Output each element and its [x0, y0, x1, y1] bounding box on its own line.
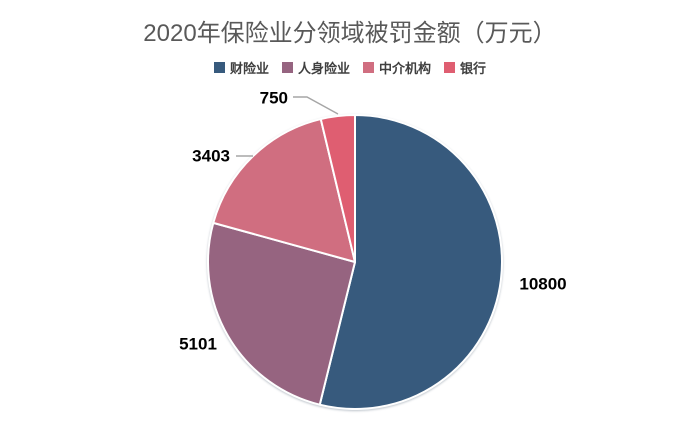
legend-swatch-icon	[444, 62, 456, 73]
legend-item-label: 中介机构	[379, 61, 432, 76]
legend-item-label: 人身险业	[297, 61, 350, 76]
slice-data-label: 5101	[179, 335, 217, 354]
pie-slice	[207, 221, 356, 406]
chart-legend: 财险业 人身险业 中介机构 银行	[0, 58, 700, 77]
pie-slices	[207, 114, 503, 410]
legend-item: 财险业	[213, 58, 269, 77]
slice-data-label: 3403	[192, 147, 230, 166]
legend-swatch-icon	[363, 62, 374, 73]
pie-slice	[319, 114, 356, 263]
pie-slice	[318, 114, 503, 410]
label-leader-line	[293, 96, 339, 115]
chart-title: 2020年保险业分领域被罚金额（万元）	[143, 20, 557, 47]
legend-item-label: 银行	[460, 61, 487, 76]
slice-data-label: 10800	[519, 275, 566, 294]
legend-item: 中介机构	[363, 58, 431, 77]
legend-item: 人身险业	[281, 58, 350, 77]
legend-swatch-icon	[281, 62, 293, 73]
legend-item-label: 财险业	[229, 61, 269, 76]
slice-data-label: 750	[260, 89, 288, 108]
legend-swatch-icon	[213, 62, 225, 73]
legend-item: 银行	[444, 58, 486, 77]
